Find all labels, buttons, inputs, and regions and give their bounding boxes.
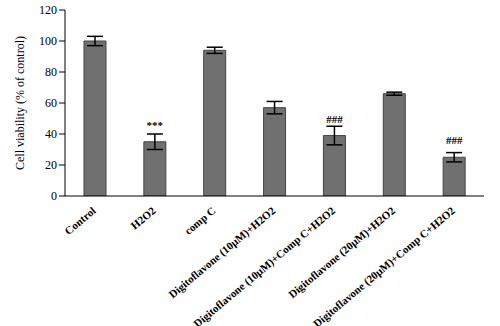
svg-text:***: ***: [147, 119, 164, 131]
svg-text:Digitoflavone (10μM)+H2O2: Digitoflavone (10μM)+H2O2: [166, 204, 278, 301]
svg-text:Digitoflavone (20μM)+H2O2: Digitoflavone (20μM)+H2O2: [286, 204, 398, 301]
svg-text:###: ###: [326, 113, 343, 125]
svg-text:20: 20: [45, 158, 57, 172]
svg-text:60: 60: [45, 96, 57, 110]
svg-text:120: 120: [39, 3, 57, 17]
svg-text:Control: Control: [62, 204, 98, 237]
svg-text:comp C: comp C: [182, 204, 218, 237]
svg-text:Cell viability (% of control): Cell viability (% of control): [13, 36, 27, 170]
svg-text:Digitoflavone (20μM)+Comp C+H2: Digitoflavone (20μM)+Comp C+H2O2: [311, 204, 458, 326]
svg-text:0: 0: [51, 189, 57, 203]
svg-text:###: ###: [446, 134, 463, 146]
svg-text:100: 100: [39, 34, 57, 48]
svg-text:40: 40: [45, 127, 57, 141]
svg-text:H2O2: H2O2: [128, 204, 158, 232]
svg-text:80: 80: [45, 65, 57, 79]
